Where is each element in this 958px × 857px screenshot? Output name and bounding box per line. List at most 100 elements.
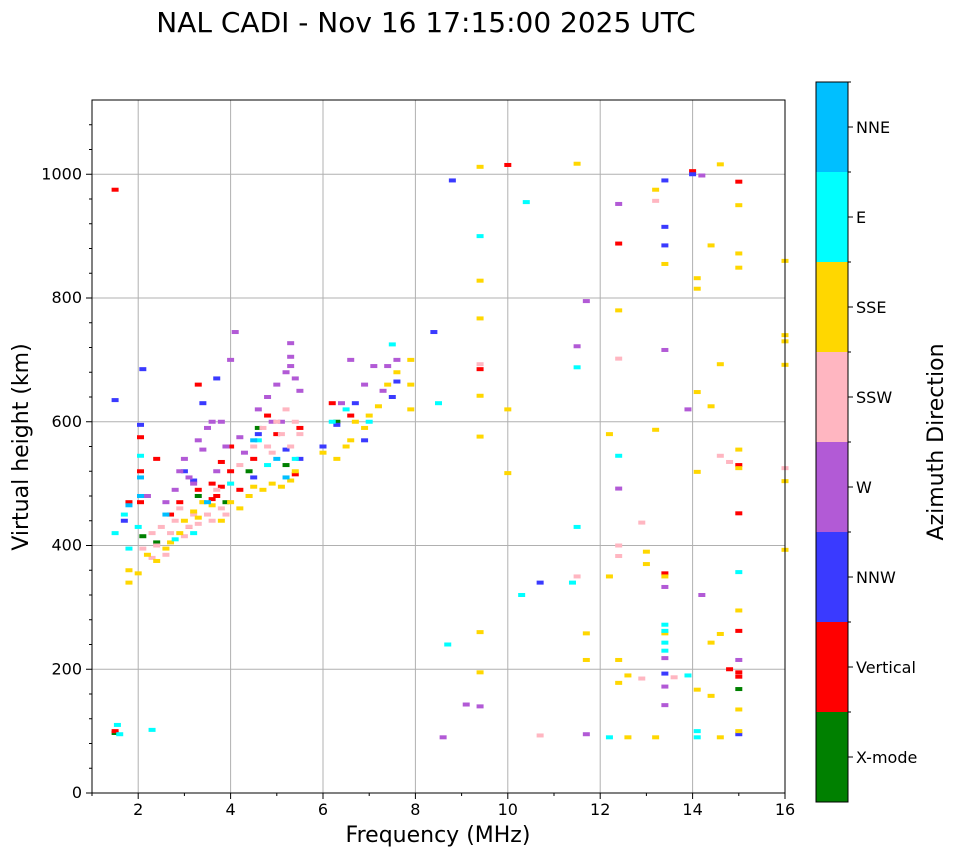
data-point [291,472,299,477]
data-point [638,520,646,525]
data-point [624,735,632,740]
colorbar-swatch [816,82,848,172]
data-point [693,390,701,395]
data-point [476,367,484,372]
data-point [296,388,304,393]
data-point [139,367,147,372]
data-point [273,419,281,424]
x-axis-label: Frequency (MHz) [346,823,531,848]
data-point [615,308,623,313]
data-point [698,593,706,597]
colorbar-tick-label: W [856,478,872,497]
x-tick-label: 8 [410,800,420,819]
data-point [370,364,378,369]
data-point [347,413,355,418]
data-point [236,487,244,492]
data-point [137,435,145,440]
data-point [259,487,267,492]
data-point [328,401,336,406]
data-point [388,342,396,347]
data-point [254,438,262,443]
data-point [504,471,512,476]
y-axis-ticks: 0 200 400 600 800 1000 [41,124,92,802]
data-point [190,481,198,486]
data-point [113,722,121,727]
data-point [194,521,202,526]
data-point [735,670,743,675]
y-tick-label: 800 [51,288,82,307]
x-tick-label: 4 [226,800,236,819]
data-point [707,243,715,248]
data-point [217,506,225,511]
colorbar-tick-label: SSE [856,298,886,317]
data-point [735,674,743,679]
x-tick-label: 12 [590,800,610,819]
data-point [167,540,175,545]
data-point [448,178,456,183]
data-point [476,234,484,239]
data-point [661,178,669,183]
data-point [153,456,161,461]
data-point [236,435,244,440]
data-point [153,558,161,563]
data-point [661,684,669,689]
data-point [573,344,581,349]
x-tick-label: 10 [498,800,518,819]
data-point [642,549,650,554]
data-point [125,503,133,508]
data-point [250,456,258,461]
data-point [208,481,216,486]
data-point [250,484,258,489]
data-point [268,481,276,486]
data-point [199,500,207,505]
data-point [245,494,253,498]
colorbar-swatch [816,352,848,442]
x-axis-ticks: 2 4 6 8 10 12 14 16 [91,793,795,819]
data-point [476,393,484,398]
data-point [208,497,216,502]
data-point [707,693,715,698]
data-point [199,401,207,406]
data-point [582,631,590,636]
data-point [273,382,281,387]
data-point [273,456,281,461]
data-point [615,657,623,662]
data-point [439,735,447,740]
data-point [171,537,179,542]
data-point [328,419,336,424]
data-point [735,729,743,734]
data-point [125,568,133,573]
data-point [568,580,576,585]
data-point [693,276,701,281]
data-point [361,425,369,430]
data-point [167,512,175,517]
data-point [462,702,470,707]
colorbar-tick-label: SSW [856,388,892,407]
data-point [236,463,244,468]
data-point [661,224,669,229]
data-point [148,531,156,536]
data-point [162,512,170,517]
data-point [726,667,734,672]
data-point [287,354,295,359]
data-point [716,162,724,167]
data-point [111,531,119,536]
data-point [374,404,382,409]
plot-area: 2 4 6 8 10 12 14 16 0 200 400 600 800 1000 [41,99,795,819]
series-ssw [139,198,789,738]
data-point [125,546,133,551]
data-point [254,432,262,437]
data-point [652,187,660,192]
data-point [518,593,526,597]
data-point [273,432,281,437]
data-point [250,475,258,480]
data-point [693,687,701,692]
data-point [148,555,156,560]
data-point [716,453,724,458]
data-point [476,704,484,709]
data-point [227,469,235,474]
data-point [176,506,184,511]
data-point [615,241,623,246]
data-point [735,463,743,468]
